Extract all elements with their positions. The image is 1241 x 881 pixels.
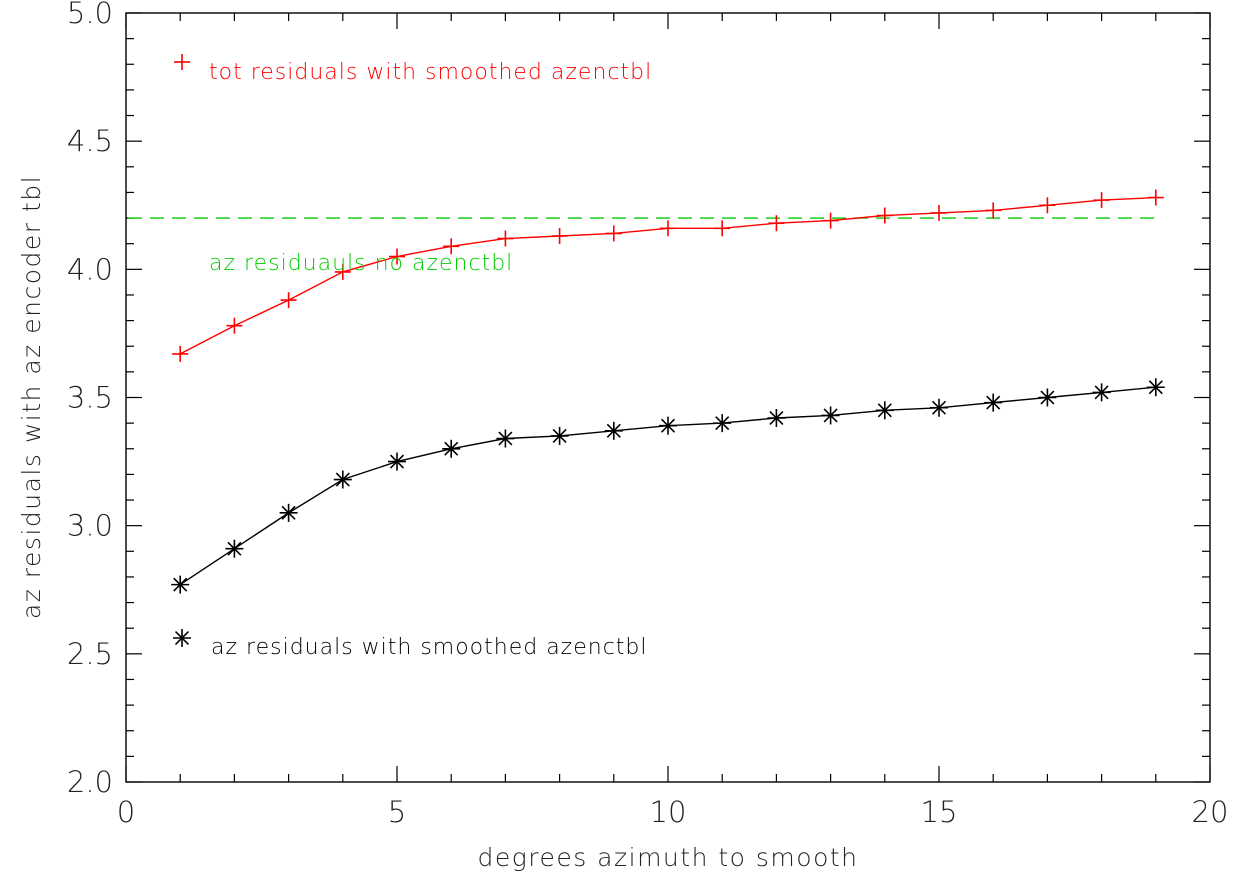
data-point-plus <box>876 207 893 224</box>
data-point-asterisk <box>930 398 948 417</box>
data-point-plus <box>172 345 189 362</box>
legend-label-tot-residuals: tot residuals with smoothed azenctbl <box>209 60 652 85</box>
data-point-asterisk <box>604 421 623 440</box>
x-tick-label: 0 <box>117 795 135 829</box>
data-point-plus <box>1093 192 1110 209</box>
data-point-asterisk <box>875 401 894 420</box>
data-point-asterisk <box>279 503 298 522</box>
y-tick-label: 3.0 <box>67 509 113 543</box>
y-tick-label: 2.0 <box>67 765 113 799</box>
axis-tick-labels: 0 5 10 15 20 2.0 2.5 3.0 3.5 4.0 4.5 5.0 <box>67 0 1229 829</box>
legend-plus-marker <box>174 54 190 70</box>
x-tick-label: 20 <box>1192 795 1229 829</box>
data-point-plus <box>334 263 351 280</box>
data-point-plus <box>822 212 839 229</box>
data-point-plus <box>280 292 297 309</box>
y-tick-label: 4.5 <box>67 124 113 158</box>
x-tick-label: 10 <box>650 795 687 829</box>
legend-symbol-black-asterisk <box>173 629 191 647</box>
data-point-plus <box>1147 189 1164 206</box>
data-point-plus <box>551 228 568 245</box>
data-point-plus <box>768 215 785 232</box>
legend-label-az-residuals: az residuals with smoothed azenctbl <box>211 635 648 660</box>
y-tick-label: 3.5 <box>67 381 113 415</box>
legend: tot residuals with smoothed azenctbl az … <box>173 54 652 660</box>
data-point-plus <box>497 230 514 247</box>
data-point-asterisk <box>1092 383 1111 402</box>
data-point-asterisk <box>171 575 190 594</box>
y-axis-title: az residuals with az encoder tbl <box>17 175 46 619</box>
data-point-asterisk <box>442 439 461 458</box>
data-point-plus <box>931 204 947 221</box>
data-point-plus <box>985 202 1002 219</box>
data-point-plus <box>389 248 405 265</box>
data-point-asterisk <box>496 429 515 448</box>
data-point-plus <box>714 220 731 237</box>
x-tick-label: 5 <box>388 795 406 829</box>
y-tick-label: 2.5 <box>67 637 113 671</box>
reference-line-label: az residuauls no azenctbl <box>209 251 513 276</box>
y-tick-label: 4.0 <box>67 252 113 286</box>
data-point-asterisk <box>767 409 786 428</box>
data-point-asterisk <box>1146 378 1165 397</box>
data-point-asterisk <box>984 393 1003 412</box>
data-point-asterisk <box>225 539 244 558</box>
legend-asterisk-marker <box>173 629 191 647</box>
axis-ticks <box>125 12 1211 783</box>
data-point-plus <box>660 220 676 237</box>
data-point-asterisk <box>659 416 677 435</box>
data-point-plus <box>443 238 460 255</box>
series-markers <box>171 189 1165 594</box>
data-point-plus <box>1039 197 1056 214</box>
data-point-asterisk <box>1038 388 1057 407</box>
data-point-asterisk <box>713 414 732 433</box>
x-axis-title: degrees azimuth to smooth <box>477 843 858 872</box>
data-point-plus <box>226 317 243 334</box>
data-point-asterisk <box>821 406 840 425</box>
data-point-asterisk <box>550 426 569 445</box>
data-point-asterisk <box>388 452 406 471</box>
y-tick-label: 5.0 <box>67 0 113 30</box>
data-point-asterisk <box>333 470 352 489</box>
data-point-plus <box>605 225 622 242</box>
x-tick-label: 15 <box>921 795 958 829</box>
legend-symbol-red-plus <box>174 54 190 70</box>
